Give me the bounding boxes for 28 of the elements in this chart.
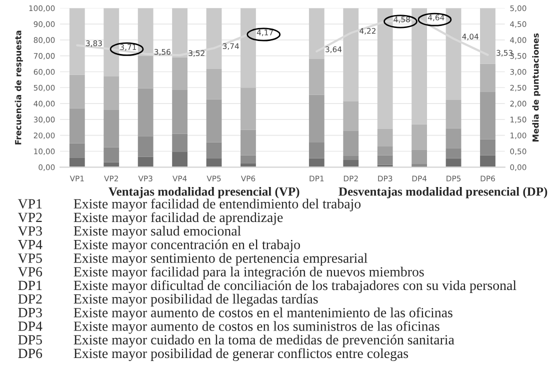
text: Existe mayor cuidado en la toma de medidas de prevención sanitaria: [74, 334, 454, 348]
text: VP4: [18, 240, 42, 250]
text: Existe mayor sentimiento de pertenencia empresarial: [74, 253, 368, 266]
text: Existe mayor facilidad de entendimiento del trabajo: [74, 198, 361, 212]
text: Existe mayor posibilidad de generar conflictos entre colegas: [74, 348, 408, 361]
text: Existe mayor facilidad de aprendizaje: [74, 212, 283, 225]
text: Existe mayor aumento de costos en los suministros de las oficinas: [74, 321, 440, 334]
text: DP3: [18, 308, 42, 318]
text: DP4: [18, 322, 42, 331]
text: DP5: [18, 335, 42, 344]
text: Existe mayor dificultad de conciliación de los trabajadores con su vida personal: [74, 280, 516, 293]
text: Existe mayor aumento de costos en el mantenimiento de las oficinas: [74, 307, 452, 320]
text: Ventajas modalidad presencial (VP): [108, 186, 300, 198]
text: Existe mayor salud emocional: [74, 226, 241, 239]
text: VP3: [18, 226, 42, 236]
text: DP1: [18, 280, 42, 290]
text: Existe mayor concentración en el trabajo: [74, 239, 300, 252]
text: Existe mayor facilidad para la integración de nuevos miembros: [74, 266, 424, 280]
text: VP1: [18, 199, 42, 209]
text: VP6: [18, 267, 42, 277]
text: Desventajas modalidad presencial (DP): [338, 186, 548, 198]
y2-axis-title: Media de puntuaciones: [532, 33, 540, 142]
text: VP2: [18, 212, 42, 222]
text: DP6: [18, 348, 42, 358]
text: Existe mayor posibilidad de llegadas tardías: [74, 294, 318, 307]
y-axis-title: Frecuencia de respuesta: [14, 30, 23, 144]
text: VP5: [18, 254, 42, 263]
text: DP2: [18, 294, 42, 304]
